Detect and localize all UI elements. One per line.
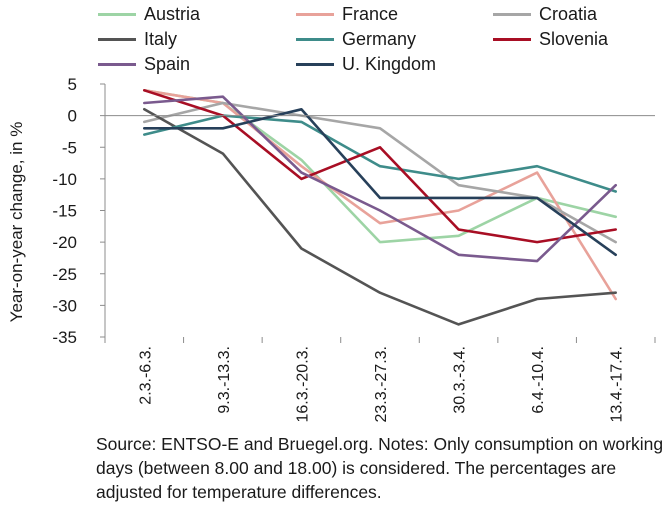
y-tick-label: -35 [52,328,77,347]
y-tick-label: -20 [52,233,77,252]
legend-item-italy: Italy [98,28,177,50]
legend-swatch-slovenia [493,37,531,41]
legend-item-austria: Austria [98,3,200,25]
series-line-france [143,89,618,301]
legend-item-france: France [296,3,398,25]
y-tick-label: -25 [52,265,77,284]
series-line-u-kingdom [143,108,618,257]
legend-label-croatia: Croatia [539,3,598,24]
series-line-italy [143,108,618,326]
y-tick-label: 0 [68,107,77,126]
x-tick-label: 23.3.-27.3. [373,346,390,423]
legend-swatch-spain [98,62,136,66]
x-tick-label: 2.3.-6.3. [137,346,154,405]
legend-label-germany: Germany [342,28,417,49]
legend-label-spain: Spain [144,53,191,74]
legend-label-austria: Austria [144,3,201,24]
x-tick-label: 30.3.-3.4. [452,346,469,414]
legend-swatch-germany [296,37,334,41]
plot-lines [143,89,618,326]
legend-label-italy: Italy [144,28,178,49]
series-line-spain [143,95,618,263]
chart-legend: Austria France Croatia Italy Germany Slo… [0,0,671,80]
legend-item-germany: Germany [296,28,416,50]
legend-swatch-uk [296,62,334,66]
x-tick-label: 9.3.-13.3. [216,346,233,414]
legend-item-spain: Spain [98,53,190,75]
line-chart: 5 0 -5 -10 -15 -20 -25 -30 -35 2.3.-6.3. 9.3.-13.3… [52,75,656,423]
legend-item-uk: U. Kingdom [296,53,436,75]
source-note: Source: ENTSO-E and Bruegel.org. Notes: … [96,434,664,502]
y-tick-label: -15 [52,202,77,221]
legend-label-france: France [342,3,399,24]
x-tick-label: 16.3.-20.3. [294,346,311,423]
chart-axes: 5 0 -5 -10 -15 -20 -25 -30 -35 2.3.-6.3. 9.3.-13.3… [52,75,656,423]
legend-item-slovenia: Slovenia [493,28,608,50]
y-tick-label: -5 [62,138,77,157]
legend-item-croatia: Croatia [493,3,597,25]
legend-swatch-france [296,12,334,16]
series-line-croatia [143,101,618,244]
y-tick-label: -10 [52,170,77,189]
legend-swatch-croatia [493,12,531,16]
legend-label-slovenia: Slovenia [539,28,609,49]
legend-label-uk: U. Kingdom [342,53,437,74]
y-tick-label: -30 [52,296,77,315]
y-tick-label: 5 [68,75,77,94]
legend-swatch-italy [98,37,136,41]
x-tick-label: 13.4.-17.4. [609,346,626,423]
x-tick-label: 6.4.-10.4. [530,346,547,414]
legend-swatch-austria [98,12,136,16]
